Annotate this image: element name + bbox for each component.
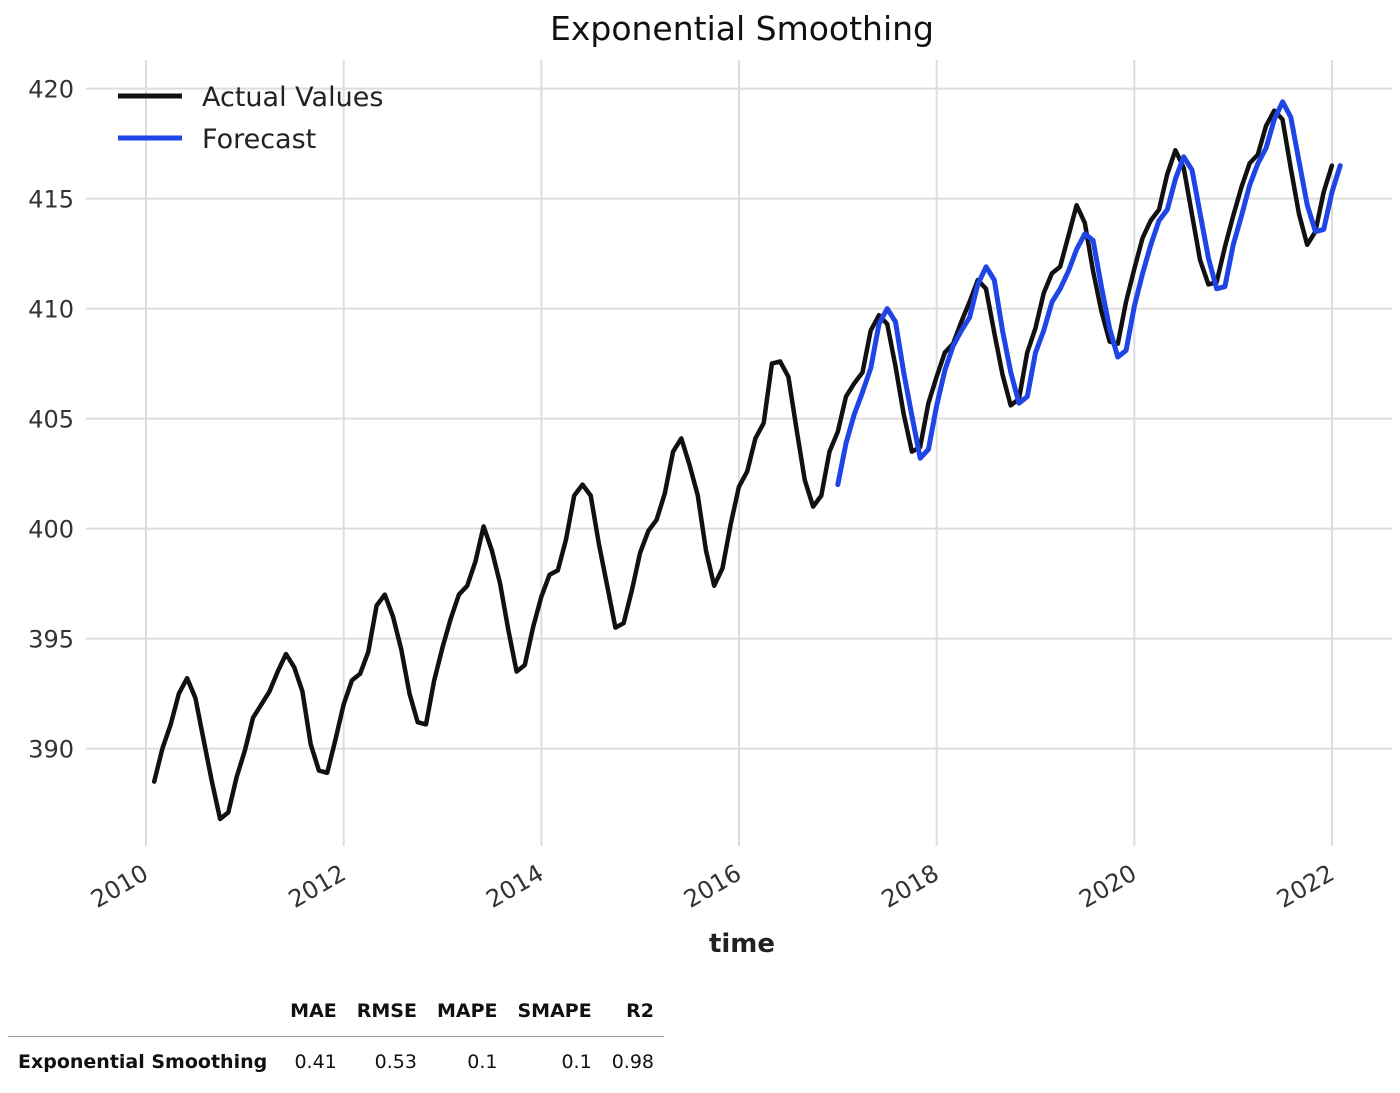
metrics-header-smape: SMAPE bbox=[517, 1000, 592, 1022]
series-line-forecast bbox=[835, 99, 1343, 488]
y-tick-label: 405 bbox=[28, 406, 74, 434]
x-tick-label: 2010 bbox=[86, 859, 153, 914]
series-line-actual-values bbox=[151, 108, 1335, 822]
x-tick-label: 2020 bbox=[1074, 859, 1141, 914]
metrics-corner-cell bbox=[8, 996, 280, 1037]
metrics-value-mae: 0.41 bbox=[294, 1051, 337, 1073]
x-axis-label: time bbox=[709, 929, 775, 959]
y-tick-label: 400 bbox=[28, 516, 74, 544]
metrics-header-row: MAE RMSE MAPE SMAPE R2 bbox=[8, 996, 664, 1037]
metrics-value-rmse: 0.53 bbox=[374, 1051, 417, 1073]
metrics-header-rmse: RMSE bbox=[356, 1000, 417, 1022]
table-row: Exponential Smoothing 0.41 0.53 0.1 0.1 … bbox=[8, 1037, 664, 1073]
y-tick-labels: 390 395 400 405 410 415 420 bbox=[28, 76, 74, 764]
metrics-table: MAE RMSE MAPE SMAPE R2 Exponential Smoot… bbox=[8, 996, 664, 1073]
series-layer bbox=[151, 99, 1343, 822]
legend-label-actual: Actual Values bbox=[202, 82, 383, 113]
y-tick-label: 415 bbox=[28, 186, 74, 214]
y-tick-label: 390 bbox=[28, 736, 74, 764]
grid-lines bbox=[86, 60, 1392, 846]
x-tick-label: 2012 bbox=[284, 859, 351, 914]
x-tick-label: 2018 bbox=[877, 859, 944, 914]
metrics-header-r2: R2 bbox=[626, 1000, 654, 1022]
chart-title: Exponential Smoothing bbox=[550, 9, 934, 48]
metrics-value-r2: 0.98 bbox=[611, 1051, 654, 1073]
y-tick-label: 420 bbox=[28, 76, 74, 104]
x-tick-label: 2014 bbox=[481, 859, 548, 914]
legend-label-forecast: Forecast bbox=[202, 124, 316, 155]
metrics-header-mape: MAPE bbox=[436, 1000, 498, 1022]
metrics-header-mae: MAE bbox=[290, 1000, 337, 1022]
y-tick-label: 395 bbox=[28, 626, 74, 654]
x-tick-label: 2016 bbox=[679, 859, 746, 914]
metrics-value-mape: 0.1 bbox=[467, 1051, 498, 1073]
metrics-row-label: Exponential Smoothing bbox=[18, 1051, 268, 1073]
metrics-value-smape: 0.1 bbox=[561, 1051, 592, 1073]
x-tick-labels: 2010 2012 2014 2016 2018 2020 2022 bbox=[86, 859, 1339, 914]
y-tick-label: 410 bbox=[28, 296, 74, 324]
x-tick-label: 2022 bbox=[1272, 859, 1339, 914]
legend: Actual Values Forecast bbox=[118, 82, 383, 155]
